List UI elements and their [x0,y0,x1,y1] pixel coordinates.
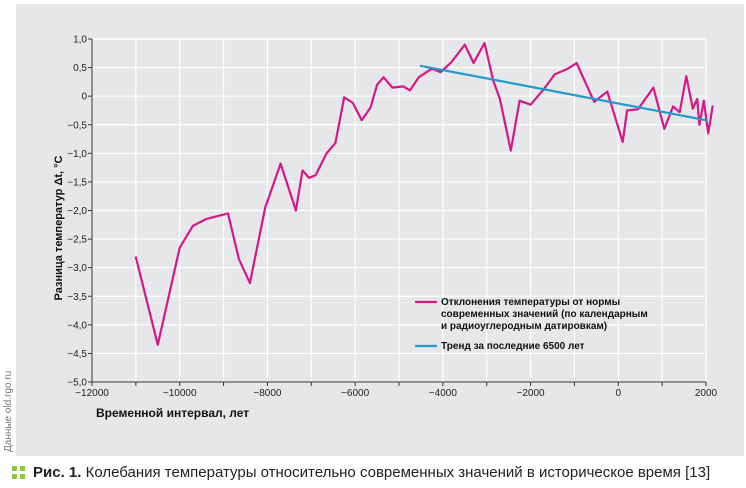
y-tick-label: −0,5 [67,120,87,131]
series-layer [134,41,714,346]
x-tick-label: −12000 [75,388,109,399]
x-tick-labels: −12000 −10000 −8000 −6000 −4000 −2000 0 2000 [75,388,717,399]
series-line-trend [419,64,708,122]
caption-prefix: Рис. 1. [33,463,82,481]
y-tick-label: −4,0 [67,320,87,331]
legend-line-2: современных значений (по календарным [441,309,648,320]
y-axis-label: Разница температур Δt, °C [53,155,65,300]
caption-text: Колебания температуры относительно совре… [81,463,711,481]
x-tick-label: −4000 [429,388,458,399]
y-tick-label: −3,0 [67,263,87,274]
caption-bullet-icon [12,465,25,479]
y-tick-label: 0,5 [73,63,87,74]
x-tick-label: −8000 [253,388,282,399]
y-tick-label: −2,0 [67,206,87,217]
x-tick-label: −10000 [163,388,197,399]
y-tick-label: −5,0 [67,378,87,389]
y-tick-labels: 1,0 0,5 0 −0,5 −1,0 −1,5 −2,0 −2,5 −3,0 −3,5 −4,0 −… [67,35,87,389]
source-note: Данные old.rgo.ru [3,370,14,452]
axes [88,38,707,386]
grid-lines [91,38,707,383]
series-line-deviation [134,41,714,346]
y-tick-label: 1,0 [73,35,87,46]
legend-line-3: и радиоуглеродным датировкам) [441,321,607,332]
legend-line-1: Отклонения температуры от нормы [441,297,620,308]
legend-label-trend: Тренд за последние 6500 лет [441,341,585,352]
y-tick-label: −3,5 [67,292,87,303]
y-tick-label: −1,0 [67,149,87,160]
figure-caption: Рис. 1. Колебания температуры относитель… [12,460,710,484]
x-tick-label: −6000 [341,388,370,399]
legend-label-deviation: Отклонения температуры от нормы современ… [441,297,651,332]
x-tick-label: 0 [616,388,622,399]
x-tick-label: −2000 [517,388,546,399]
y-tick-label: −2,5 [67,235,87,246]
y-tick-label: 0 [81,92,87,103]
x-tick-label: 2000 [695,388,718,399]
y-tick-label: −1,5 [67,177,87,188]
legend: Отклонения температуры от нормы современ… [415,297,651,352]
x-axis-label: Временной интервал, лет [96,406,249,420]
y-tick-label: −4,5 [67,349,87,360]
